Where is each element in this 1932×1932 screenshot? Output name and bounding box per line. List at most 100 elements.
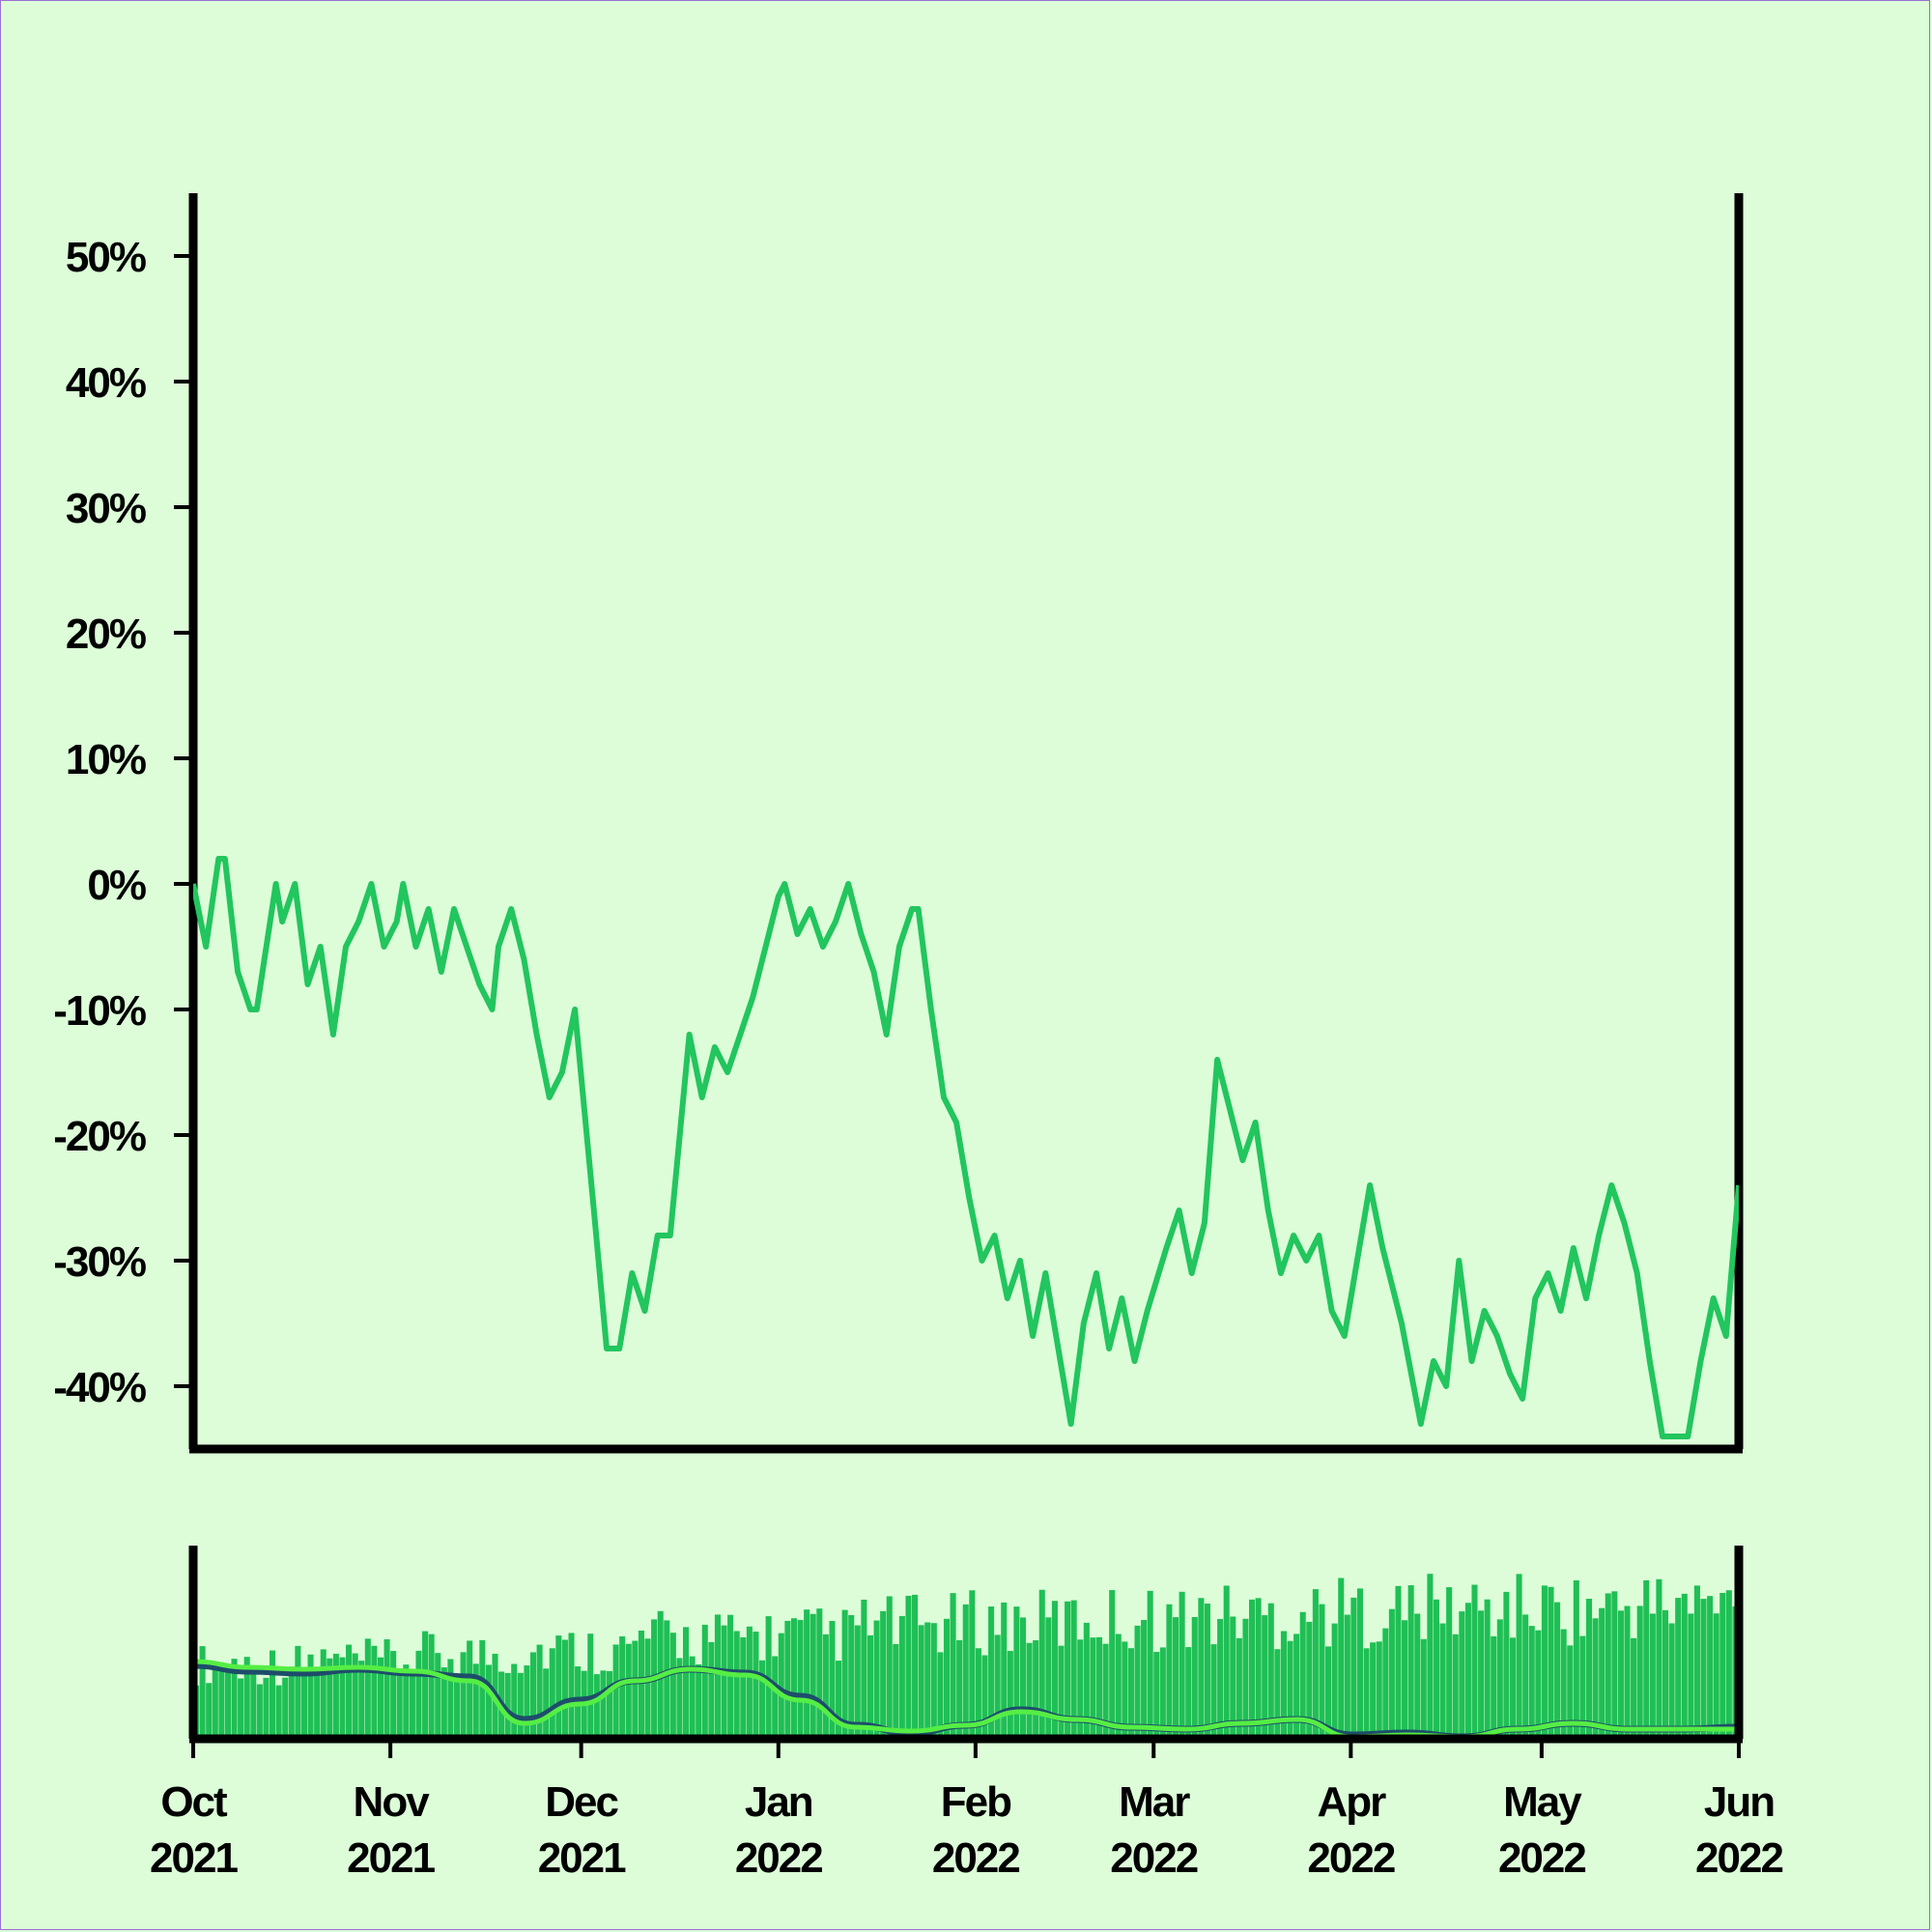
volume-bar xyxy=(981,1655,988,1739)
volume-bar xyxy=(1210,1644,1217,1739)
volume-bar xyxy=(683,1627,690,1739)
volume-bar xyxy=(1573,1579,1579,1739)
volume-bar xyxy=(753,1632,759,1739)
volume-bar xyxy=(1007,1651,1013,1739)
volume-bar xyxy=(206,1683,213,1739)
volume-bar xyxy=(1579,1635,1586,1739)
volume-bar xyxy=(841,1609,848,1739)
volume-bar xyxy=(1433,1599,1440,1739)
volume-bar xyxy=(664,1620,670,1739)
volume-bar xyxy=(409,1674,415,1739)
volume-bar xyxy=(504,1672,511,1739)
volume-bar xyxy=(721,1625,727,1739)
volume-bar xyxy=(549,1648,555,1739)
volume-bar xyxy=(238,1678,244,1739)
volume-bar xyxy=(867,1634,873,1739)
volume-bar xyxy=(1509,1637,1517,1739)
volume-bar xyxy=(1725,1590,1732,1739)
volume-bar xyxy=(1554,1602,1561,1739)
volume-bar xyxy=(1095,1636,1103,1739)
volume-bar xyxy=(1172,1617,1179,1739)
volume-bar xyxy=(1548,1586,1554,1739)
volume-bar xyxy=(1344,1614,1350,1739)
volume-bar xyxy=(1459,1611,1465,1739)
volume-bar xyxy=(364,1638,371,1739)
volume-bar xyxy=(1484,1599,1491,1739)
volume-bar xyxy=(524,1665,530,1739)
volume-bar xyxy=(797,1620,804,1739)
volume-bar xyxy=(1370,1642,1377,1739)
volume-bar xyxy=(288,1666,295,1739)
volume-bar xyxy=(1083,1622,1090,1739)
volume-bar xyxy=(943,1618,951,1739)
volume-bar xyxy=(377,1657,384,1739)
volume-bar xyxy=(339,1657,346,1739)
volume-bar xyxy=(199,1646,206,1739)
volume-bar xyxy=(1338,1577,1345,1739)
volume-bar xyxy=(1700,1599,1707,1739)
volume-bar xyxy=(403,1664,410,1739)
volume-bar xyxy=(1280,1631,1287,1739)
x-tick-label-line: Jun xyxy=(1704,1778,1774,1826)
volume-bar xyxy=(300,1666,307,1739)
volume-bar xyxy=(1013,1606,1020,1739)
volume-bar xyxy=(1166,1604,1173,1739)
volume-bar xyxy=(778,1633,784,1739)
x-tick-label-line: Jan xyxy=(745,1778,812,1826)
volume-bar xyxy=(1560,1629,1567,1739)
volume-bar xyxy=(956,1639,963,1739)
volume-bar xyxy=(1230,1616,1236,1739)
series-line-0 xyxy=(193,856,1739,1439)
volume-bar xyxy=(1267,1603,1274,1739)
volume-bar xyxy=(396,1670,403,1739)
volume-bar xyxy=(1446,1587,1453,1739)
volume-bar xyxy=(1141,1620,1148,1739)
volume-bar xyxy=(612,1644,619,1739)
volume-bar xyxy=(275,1685,282,1739)
volume-bar xyxy=(422,1631,429,1739)
volume-bar xyxy=(1605,1593,1611,1739)
volume-bar xyxy=(1122,1641,1128,1739)
volume-bar xyxy=(1407,1585,1414,1739)
volume-bar xyxy=(1185,1647,1192,1739)
volume-bar xyxy=(371,1645,378,1739)
volume-bar xyxy=(1503,1591,1510,1739)
volume-bar xyxy=(568,1633,575,1739)
x-tick-label-line: May xyxy=(1503,1778,1582,1826)
x-tick-label: Apr 2022 xyxy=(1307,1778,1394,1882)
volume-bar xyxy=(250,1665,257,1739)
volume-bar xyxy=(479,1639,486,1739)
volume-bar xyxy=(1388,1608,1395,1739)
volume-bar xyxy=(384,1639,390,1739)
volume-bar xyxy=(467,1640,473,1739)
volume-bar xyxy=(784,1620,791,1739)
volume-bar xyxy=(1287,1640,1293,1739)
volume-bar xyxy=(1363,1648,1370,1739)
volume-bar xyxy=(1427,1574,1434,1739)
volume-bar xyxy=(543,1668,550,1739)
x-tick-label-line: 2021 xyxy=(150,1834,238,1882)
volume-bar xyxy=(759,1660,766,1739)
volume-bar xyxy=(1471,1584,1478,1739)
volume-bar xyxy=(1516,1574,1522,1739)
x-tick-label: Jan 2022 xyxy=(735,1778,822,1882)
volume-bar xyxy=(689,1656,696,1739)
volume-bar xyxy=(390,1651,397,1739)
volume-bar xyxy=(1255,1598,1262,1739)
volume-bar xyxy=(714,1614,721,1739)
volume-bar xyxy=(1065,1601,1071,1739)
volume-bar xyxy=(1395,1585,1402,1739)
volume-bar xyxy=(1491,1635,1497,1739)
volume-bar xyxy=(1299,1611,1306,1739)
volume-bar xyxy=(447,1659,454,1739)
volume-bar xyxy=(962,1604,969,1739)
volume-bar xyxy=(727,1614,734,1739)
volume-bar xyxy=(861,1599,867,1739)
volume-bar xyxy=(1312,1589,1319,1739)
volume-bar xyxy=(1090,1637,1096,1739)
volume-bar xyxy=(886,1596,893,1739)
volume-bar xyxy=(1001,1602,1008,1739)
volume-bar xyxy=(263,1677,270,1739)
volume-bar xyxy=(352,1653,358,1739)
